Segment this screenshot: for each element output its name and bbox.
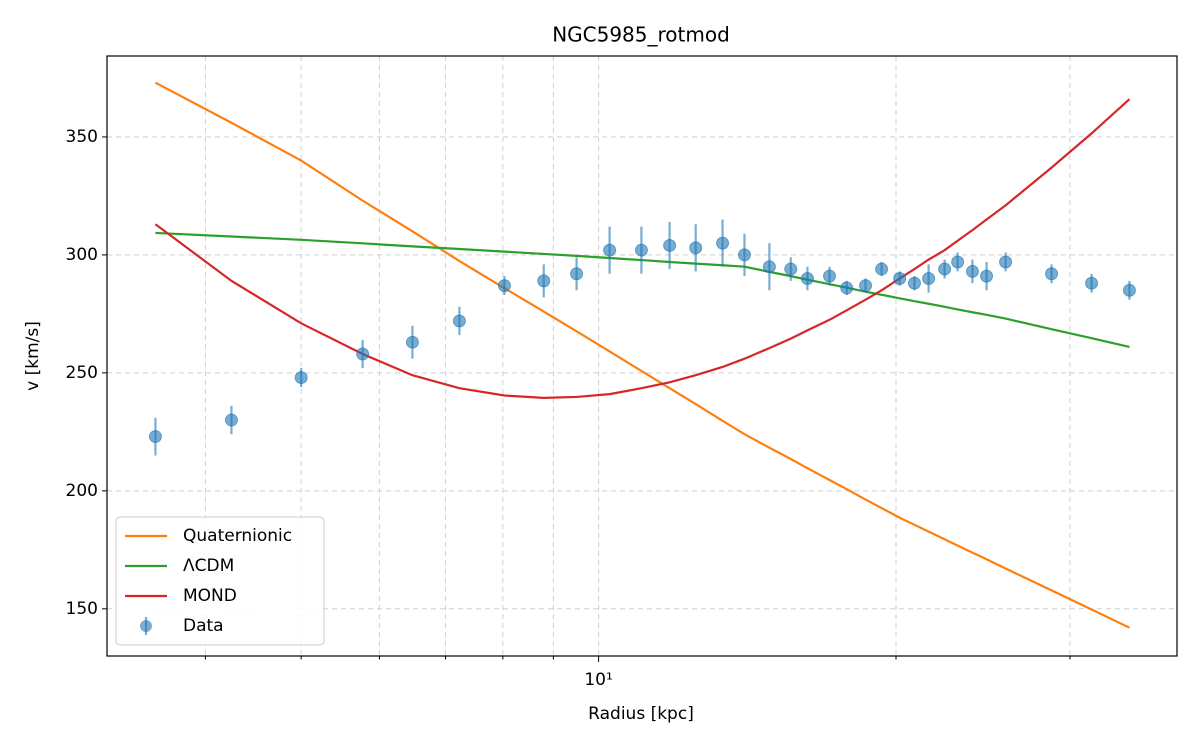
legend-label: ΛCDM xyxy=(183,556,234,576)
data-point xyxy=(800,271,814,285)
data-point xyxy=(965,264,979,278)
data-point xyxy=(356,347,370,361)
data-point xyxy=(716,236,730,250)
y-tick-label: 300 xyxy=(66,245,98,265)
data-point xyxy=(634,243,648,257)
data-point xyxy=(938,262,952,276)
y-tick-label: 350 xyxy=(66,127,98,147)
legend-label: Quaternionic xyxy=(183,526,292,546)
x-tick-label: 10¹ xyxy=(584,670,612,690)
y-tick-label: 200 xyxy=(66,481,98,501)
data-point xyxy=(603,243,617,257)
data-point xyxy=(999,255,1013,269)
data-point xyxy=(689,241,703,255)
y-tick-label: 250 xyxy=(66,363,98,383)
data-point xyxy=(784,262,798,276)
plot-frame xyxy=(106,55,1178,657)
data-point xyxy=(762,260,776,274)
data-point xyxy=(224,413,238,427)
data-point xyxy=(1045,267,1059,281)
data-point xyxy=(405,335,419,349)
y-axis-label: v [km/s] xyxy=(23,321,43,391)
x-axis-label: Radius [kpc] xyxy=(588,704,694,724)
data-point xyxy=(570,267,584,281)
data-point xyxy=(537,274,551,288)
data-point xyxy=(875,262,889,276)
y-tick-label: 150 xyxy=(66,599,98,619)
legend-box xyxy=(115,516,325,646)
data-point xyxy=(840,281,854,295)
data-point xyxy=(452,314,466,328)
legend-label: Data xyxy=(183,616,224,636)
data-point xyxy=(663,238,677,252)
data-point xyxy=(148,430,162,444)
chart-title: NGC5985_rotmod xyxy=(552,23,730,47)
data-point xyxy=(893,271,907,285)
data-point xyxy=(907,276,921,290)
legend-label: MOND xyxy=(183,586,237,606)
data-point xyxy=(1085,276,1099,290)
data-point xyxy=(980,269,994,283)
legend-marker xyxy=(140,620,152,632)
line-series xyxy=(154,81,1130,629)
data-point xyxy=(859,279,873,293)
data-point xyxy=(497,279,511,293)
data-point xyxy=(737,248,751,262)
data-point xyxy=(922,271,936,285)
data-point xyxy=(951,255,965,269)
data-point xyxy=(294,371,308,385)
line-series xyxy=(154,98,1131,399)
data-point xyxy=(1122,283,1136,297)
data-point xyxy=(823,269,837,283)
